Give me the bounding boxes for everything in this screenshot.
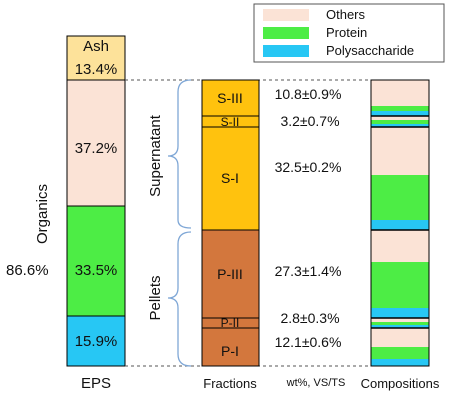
comp-p-iii-polysaccharide xyxy=(371,308,429,318)
fraction-value-p-ii: 2.8±0.3% xyxy=(280,310,339,326)
comp-separators xyxy=(371,115,429,329)
comp-s-i-protein xyxy=(371,175,429,220)
fraction-label-p-iii: P-III xyxy=(217,266,243,282)
eps-polysaccharide-value: 15.9% xyxy=(75,333,118,350)
eps-bar: Ash 13.4% 37.2% 33.5% 15.9% Organics 86.… xyxy=(6,35,126,392)
pellets-brace xyxy=(167,231,192,367)
units-label: wt%, VS/TS xyxy=(286,377,346,389)
comp-s-iii-protein xyxy=(371,106,429,111)
comp-p-iii-others xyxy=(371,230,429,262)
supernatant-label: Supernatant xyxy=(147,114,164,197)
comp-p-i-others xyxy=(371,328,429,347)
eps-axis-label: EPS xyxy=(81,375,111,392)
fraction-p-iii-segment xyxy=(201,229,260,319)
supernatant-brace xyxy=(167,79,192,229)
comp-outline xyxy=(370,79,430,367)
legend-swatch-polysaccharide xyxy=(263,45,309,57)
group-braces xyxy=(167,79,192,367)
legend-swatch-protein xyxy=(263,27,309,39)
eps-protein-segment xyxy=(66,205,126,317)
pellets-label: Pellets xyxy=(147,275,164,320)
fraction-values: 10.8±0.9% 3.2±0.7% 32.5±0.2% 27.3±1.4% 2… xyxy=(275,86,346,389)
fraction-value-s-i: 32.5±0.2% xyxy=(275,159,342,175)
compositions-axis-label: Compositions xyxy=(361,376,440,391)
eps-protein-value: 33.5% xyxy=(75,262,118,279)
fraction-s-iii-segment xyxy=(201,79,260,117)
fraction-label-p-i: P-I xyxy=(221,343,239,359)
fraction-value-p-i: 12.1±0.6% xyxy=(275,334,342,350)
comp-s-iii-polysaccharide xyxy=(371,111,429,116)
comp-p-i-protein xyxy=(371,347,429,359)
comp-p-ii-protein xyxy=(371,322,429,325)
eps-ash-value: 13.4% xyxy=(75,61,118,78)
legend-label-others: Others xyxy=(326,7,366,22)
fraction-label-s-i: S-I xyxy=(221,170,239,186)
eps-polysaccharide-segment xyxy=(66,315,126,367)
comp-s-ii-polysaccharide xyxy=(371,124,429,127)
fraction-s-i-segment xyxy=(201,126,260,231)
comp-s-ii-protein xyxy=(371,120,429,124)
fraction-label-p-ii: P-II xyxy=(221,316,240,330)
comp-s-i-polysaccharide xyxy=(371,220,429,230)
fraction-value-s-iii: 10.8±0.9% xyxy=(275,86,342,102)
fraction-label-s-ii: S-II xyxy=(221,115,240,129)
legend-label-protein: Protein xyxy=(326,25,367,40)
fraction-value-p-iii: 27.3±1.4% xyxy=(275,263,342,279)
comp-p-ii-polysaccharide xyxy=(371,325,429,328)
fraction-p-i-segment xyxy=(201,327,260,367)
legend: Others Protein Polysaccharide xyxy=(253,3,445,63)
legend-label-polysaccharide: Polysaccharide xyxy=(326,43,414,58)
legend-swatch-others xyxy=(263,9,309,21)
comp-p-iii-protein xyxy=(371,262,429,308)
fraction-value-s-ii: 3.2±0.7% xyxy=(280,113,339,129)
comp-s-ii-others xyxy=(371,116,429,120)
comp-s-iii-others xyxy=(371,80,429,106)
eps-ash-segment xyxy=(66,35,126,81)
compositions-bar: Compositions xyxy=(361,79,440,391)
comp-p-ii-others xyxy=(371,318,429,322)
comp-p-i-polysaccharide xyxy=(371,359,429,366)
comp-s-i-others xyxy=(371,127,429,175)
eps-ash-label: Ash xyxy=(83,38,109,55)
fractions-bar: S-III S-II S-I P-III P-II P-I Fractions xyxy=(201,79,260,391)
fractions-axis-label: Fractions xyxy=(203,376,257,391)
fraction-label-s-iii: S-III xyxy=(217,90,243,106)
eps-others-segment xyxy=(66,79,126,207)
organics-value: 86.6% xyxy=(6,262,49,279)
organics-label: Organics xyxy=(34,184,51,244)
eps-others-value: 37.2% xyxy=(75,140,118,157)
